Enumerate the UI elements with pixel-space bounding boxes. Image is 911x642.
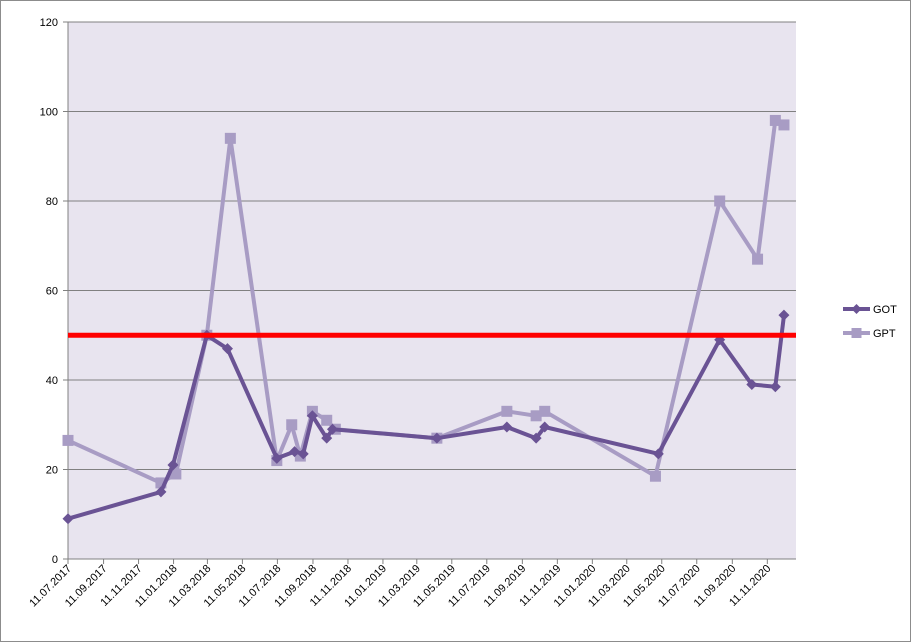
data-point-got bbox=[321, 432, 333, 444]
data-point-got bbox=[501, 421, 513, 433]
data-point-gpt bbox=[778, 119, 790, 131]
data-point-gpt bbox=[530, 410, 542, 422]
data-point-gpt bbox=[321, 414, 333, 426]
data-point-got bbox=[431, 432, 443, 444]
data-point-gpt bbox=[170, 468, 182, 480]
y-tick-label: 40 bbox=[46, 375, 58, 387]
data-point-gpt bbox=[155, 477, 167, 489]
y-tick-label: 20 bbox=[46, 465, 58, 477]
y-tick-label: 60 bbox=[46, 286, 58, 298]
gridlines bbox=[68, 21, 796, 470]
series-group bbox=[62, 114, 790, 525]
legend-label: GPT bbox=[873, 328, 896, 340]
y-tick-label: 0 bbox=[52, 554, 58, 566]
x-axis-ticks: 11.07.201711.09.201711.11.201711.01.2018… bbox=[27, 559, 773, 609]
y-axis-ticks: 0 20 40 60 80 100 120 bbox=[40, 17, 68, 566]
legend-marker-square bbox=[851, 328, 862, 338]
legend-marker-diamond bbox=[851, 304, 862, 314]
y-tick-label: 100 bbox=[40, 107, 58, 119]
data-point-got bbox=[306, 410, 318, 422]
data-point-gpt bbox=[769, 114, 781, 126]
data-point-gpt bbox=[224, 132, 236, 144]
y-tick-label: 120 bbox=[40, 17, 58, 29]
data-point-got bbox=[746, 378, 758, 390]
legend-item-gpt: GPT bbox=[843, 328, 896, 340]
data-point-got bbox=[221, 343, 233, 355]
data-point-got bbox=[530, 432, 542, 444]
data-point-got bbox=[271, 452, 283, 464]
data-point-got bbox=[326, 423, 338, 435]
data-point-gpt bbox=[62, 434, 74, 446]
data-point-got bbox=[297, 448, 309, 460]
data-point-gpt bbox=[752, 253, 764, 265]
data-point-got bbox=[155, 486, 167, 498]
legend-item-got: GOT bbox=[843, 304, 897, 316]
data-point-got bbox=[289, 446, 301, 458]
legend: GOT GPT bbox=[843, 304, 897, 340]
data-point-got bbox=[652, 448, 664, 460]
data-point-got bbox=[167, 459, 179, 471]
data-point-got bbox=[539, 421, 551, 433]
data-point-gpt bbox=[501, 405, 513, 417]
data-point-gpt bbox=[539, 405, 551, 417]
data-point-gpt bbox=[649, 470, 661, 482]
y-tick-label: 80 bbox=[46, 196, 58, 208]
data-point-gpt bbox=[714, 195, 726, 207]
data-point-got bbox=[62, 513, 74, 525]
legend-label: GOT bbox=[873, 304, 897, 316]
data-point-got bbox=[778, 309, 790, 321]
data-point-gpt bbox=[286, 419, 298, 431]
data-point-got bbox=[769, 381, 781, 393]
